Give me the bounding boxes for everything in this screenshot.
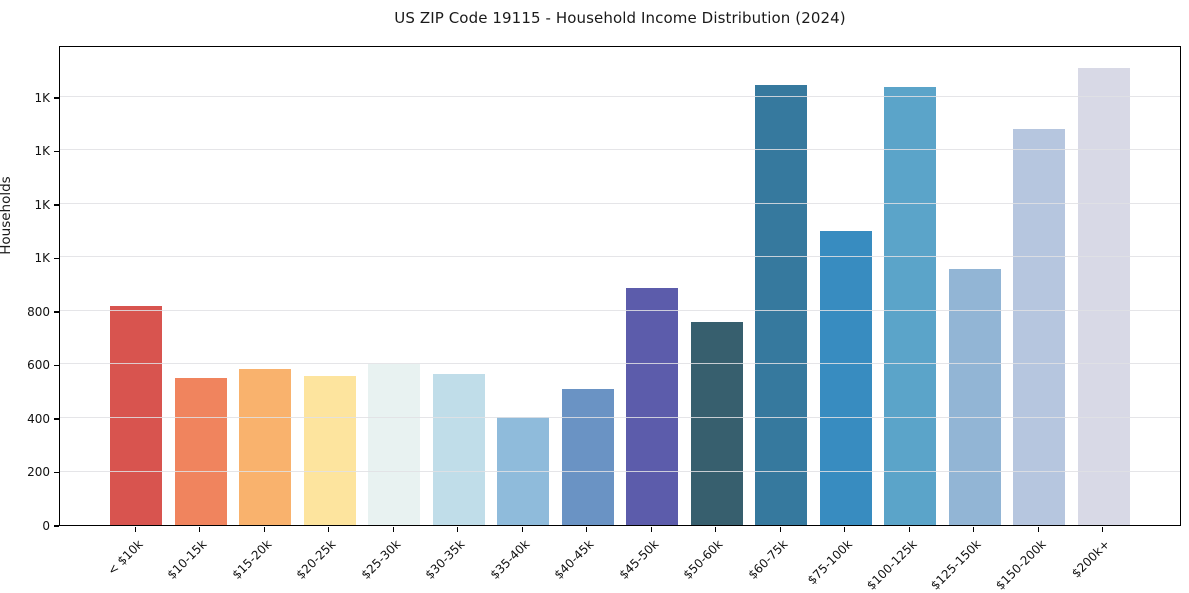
y-tick-mark bbox=[54, 311, 59, 313]
y-tick-label: 1K bbox=[34, 251, 50, 266]
y-tick-mark bbox=[54, 257, 59, 260]
gridline bbox=[60, 470, 1180, 472]
plot-area bbox=[59, 46, 1181, 526]
x-tick-mark bbox=[1037, 527, 1039, 533]
bar-$75-100k bbox=[819, 230, 872, 525]
bar-$60-75k bbox=[755, 84, 808, 525]
bar-$150-200k bbox=[1013, 129, 1066, 525]
chart-title: US ZIP Code 19115 - Household Income Dis… bbox=[394, 9, 846, 27]
y-tick-mark bbox=[54, 471, 59, 474]
x-tick-mark bbox=[457, 527, 459, 533]
y-tick-mark bbox=[54, 150, 59, 153]
x-tick-mark bbox=[521, 527, 523, 533]
x-tick-mark bbox=[650, 527, 652, 533]
bar-$15-20k bbox=[239, 369, 292, 525]
bar-$100-125k bbox=[884, 86, 937, 525]
y-tick-label: 800 bbox=[27, 304, 50, 319]
bar-$25-30k bbox=[368, 364, 421, 525]
bar-< $10k bbox=[110, 306, 163, 525]
y-tick-mark bbox=[54, 525, 59, 527]
bar-$125-150k bbox=[948, 269, 1001, 525]
x-tick-mark bbox=[263, 527, 265, 533]
x-tick-mark bbox=[973, 527, 975, 533]
y-tick-label: 200 bbox=[27, 465, 50, 480]
x-tick-mark bbox=[908, 527, 910, 533]
y-tick-mark bbox=[54, 204, 59, 206]
gridline bbox=[60, 416, 1180, 418]
bar-$40-45k bbox=[561, 388, 614, 525]
y-tick-label: 600 bbox=[27, 358, 50, 373]
x-tick-mark bbox=[392, 527, 394, 533]
x-tick-mark bbox=[715, 527, 717, 533]
x-tick-mark bbox=[328, 527, 330, 533]
y-tick-label: 1K bbox=[34, 90, 50, 105]
y-tick-mark bbox=[54, 418, 59, 420]
x-tick-mark bbox=[844, 527, 846, 533]
y-tick-label: 1K bbox=[34, 144, 50, 159]
gridline bbox=[60, 256, 1180, 258]
y-tick-label: 1K bbox=[34, 197, 50, 212]
gridline bbox=[60, 95, 1180, 97]
y-tick-label: 400 bbox=[27, 411, 50, 426]
bar-$10-15k bbox=[174, 377, 227, 525]
bar-$20-25k bbox=[303, 375, 356, 525]
x-tick-mark bbox=[779, 527, 781, 533]
gridline bbox=[60, 363, 1180, 365]
y-tick-mark bbox=[54, 97, 59, 99]
gridline bbox=[60, 202, 1180, 204]
gridline bbox=[60, 309, 1180, 311]
bar-$35-40k bbox=[497, 416, 550, 525]
y-tick-label: 0 bbox=[42, 519, 50, 533]
bar-$45-50k bbox=[626, 287, 679, 525]
gridline bbox=[60, 149, 1180, 151]
x-tick-mark bbox=[199, 527, 201, 533]
x-tick-mark bbox=[134, 527, 136, 533]
y-tick-mark bbox=[54, 364, 59, 367]
x-tick-mark bbox=[1102, 527, 1104, 533]
bar-$200k+ bbox=[1077, 68, 1130, 525]
y-axis-label: Households bbox=[0, 176, 14, 255]
x-tick-mark bbox=[586, 527, 588, 533]
bar-$50-60k bbox=[690, 321, 743, 525]
bar-$30-35k bbox=[432, 373, 485, 525]
